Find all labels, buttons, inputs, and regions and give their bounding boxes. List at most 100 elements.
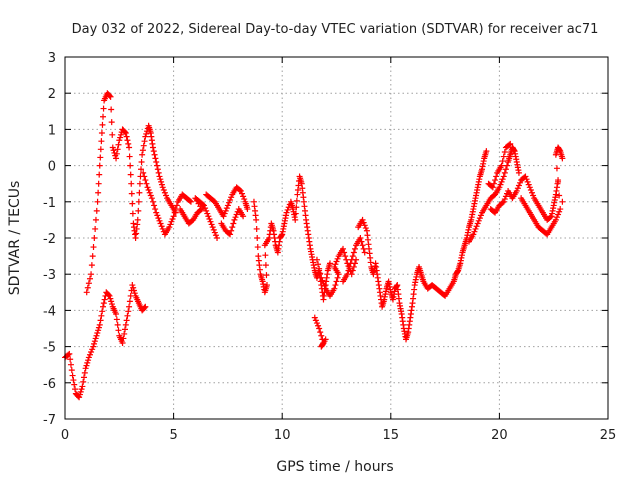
data-point	[78, 386, 85, 393]
x-tick-label: 25	[600, 428, 617, 443]
data-point	[90, 244, 97, 251]
data-point	[302, 212, 309, 219]
data-point	[221, 210, 228, 217]
data-point	[154, 162, 161, 169]
data-point	[465, 226, 472, 233]
data-point	[160, 187, 167, 194]
data-point	[262, 262, 269, 269]
data-point	[93, 332, 100, 339]
data-point	[92, 225, 99, 232]
data-point	[316, 325, 323, 332]
data-point	[347, 260, 354, 267]
data-point	[153, 209, 160, 216]
data-point	[449, 280, 456, 287]
data-point	[100, 303, 107, 310]
data-point	[530, 192, 537, 199]
y-tick-label: -1	[43, 196, 56, 211]
data-point	[206, 215, 213, 222]
data-point	[125, 140, 132, 147]
data-point	[112, 309, 119, 316]
data-point	[128, 190, 135, 197]
data-point	[506, 141, 513, 148]
data-point	[228, 194, 235, 201]
data-point	[158, 181, 165, 188]
data-point	[317, 270, 324, 277]
data-point	[172, 206, 179, 213]
data-point	[121, 330, 128, 337]
data-point	[159, 184, 166, 191]
data-point	[514, 185, 521, 192]
data-point	[141, 173, 148, 180]
chart-title: Day 032 of 2022, Sidereal Day-to-day VTE…	[72, 22, 599, 37]
data-point	[100, 113, 107, 120]
data-point	[139, 151, 146, 158]
data-point	[80, 378, 87, 385]
data-point	[90, 343, 97, 350]
data-point	[122, 321, 129, 328]
data-point	[556, 147, 563, 154]
data-point	[109, 131, 116, 138]
data-point	[341, 249, 348, 256]
data-point	[256, 266, 263, 273]
data-point	[359, 242, 366, 249]
data-point	[501, 149, 508, 156]
data-point	[319, 277, 326, 284]
data-point	[152, 155, 159, 162]
data-point	[128, 180, 135, 187]
data-point	[360, 245, 367, 252]
data-point	[114, 321, 121, 328]
data-point	[504, 162, 511, 169]
data-point	[547, 225, 554, 232]
data-point	[110, 147, 117, 154]
data-point	[280, 223, 287, 230]
data-point	[321, 338, 328, 345]
data-point	[528, 189, 535, 196]
data-point	[138, 158, 145, 165]
data-point	[123, 133, 130, 140]
data-point	[99, 121, 106, 128]
data-point	[360, 219, 367, 226]
data-point	[474, 187, 481, 194]
axis-ticks: -7 -6 -5 -4 -3 -2 -1 0 1 2 3 0 5 10 15 20 25	[43, 51, 616, 443]
data-point	[477, 212, 484, 219]
data-point	[97, 317, 104, 324]
data-point	[454, 268, 461, 275]
x-tick-label: 20	[491, 428, 508, 443]
data-point	[95, 189, 102, 196]
data-point	[167, 200, 174, 207]
data-point	[311, 264, 318, 271]
data-point	[240, 193, 247, 200]
data-point	[471, 197, 478, 204]
data-point	[476, 176, 483, 183]
data-point	[276, 238, 283, 245]
data-point	[187, 218, 194, 225]
data-point	[546, 215, 553, 222]
data-point	[511, 147, 518, 154]
data-point	[497, 164, 504, 171]
data-point	[208, 221, 215, 228]
data-point	[333, 258, 340, 265]
data-point	[151, 202, 158, 209]
data-point	[374, 271, 381, 278]
data-point	[129, 282, 136, 289]
data-point	[232, 214, 239, 221]
data-point	[65, 351, 72, 358]
y-tick-label: -7	[43, 413, 56, 428]
data-point	[147, 128, 154, 135]
data-point	[254, 244, 261, 251]
data-point	[489, 193, 496, 200]
data-point	[239, 211, 246, 218]
data-point	[202, 205, 209, 212]
data-point	[387, 286, 394, 293]
data-point	[159, 225, 166, 232]
y-tick-label: 2	[48, 87, 56, 102]
data-point	[475, 217, 482, 224]
data-point	[369, 269, 376, 276]
data-point	[311, 314, 318, 321]
data-point	[135, 198, 142, 205]
data-point	[84, 284, 91, 291]
data-point	[88, 349, 95, 356]
data-point	[380, 298, 387, 305]
data-point	[456, 262, 463, 269]
data-point	[204, 210, 211, 217]
